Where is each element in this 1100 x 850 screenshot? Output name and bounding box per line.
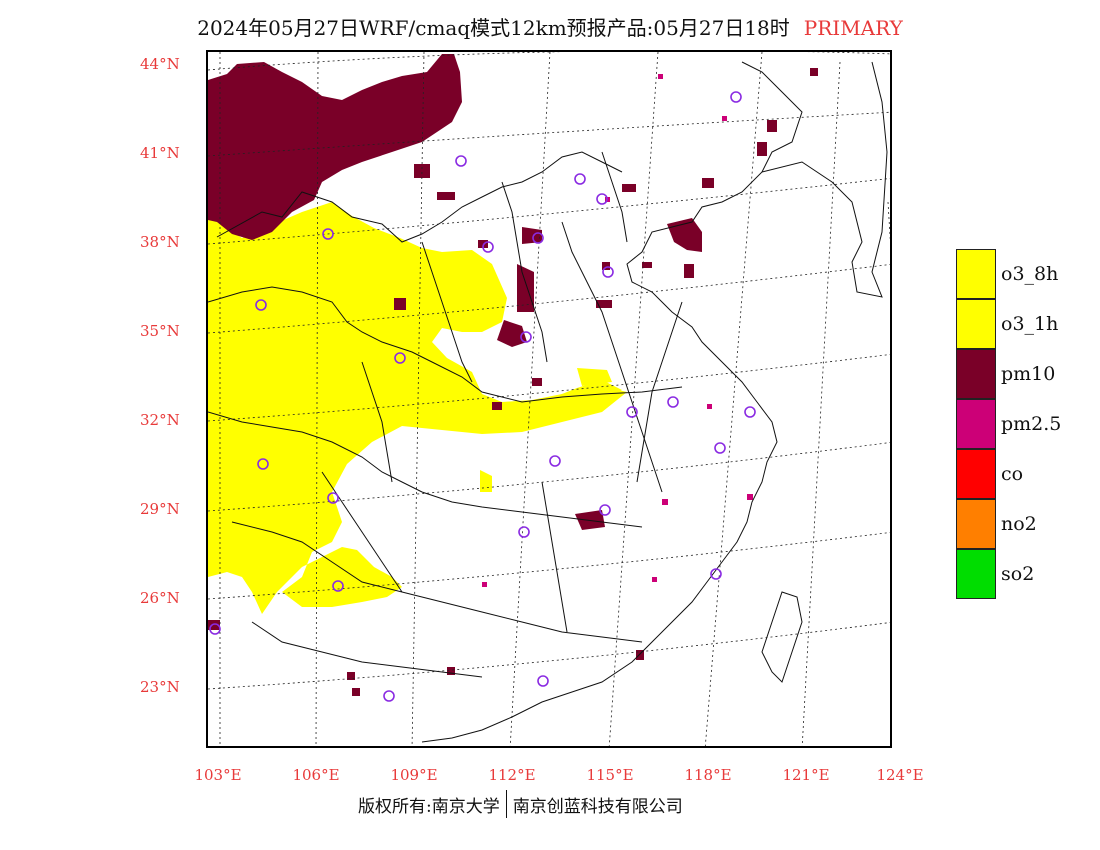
lon-label-109: 109°E — [390, 766, 438, 784]
map-title: 2024年05月27日WRF/cmaq模式12km预报产品:05月27日18时 P… — [0, 12, 1100, 41]
legend-swatch — [956, 349, 996, 399]
copyright-footer: 版权所有:南京大学 南京创蓝科技有限公司 — [358, 790, 683, 818]
legend-label: so2 — [1001, 563, 1035, 585]
lon-label-121: 121°E — [782, 766, 830, 784]
legend-label: co — [1001, 463, 1024, 485]
lat-label-35: 35°N — [140, 322, 180, 340]
footer-separator — [505, 790, 507, 818]
copyright-company: 南京创蓝科技有限公司 — [512, 796, 683, 817]
legend-item-pm25: pm2.5 — [956, 399, 1061, 449]
legend-swatch — [956, 399, 996, 449]
pm10-area — [208, 54, 818, 696]
title-text: 2024年05月27日WRF/cmaq模式12km预报产品:05月27日18时 — [197, 16, 790, 40]
legend-swatch — [956, 299, 996, 349]
legend-label: no2 — [1001, 513, 1037, 535]
lat-label-44: 44°N — [140, 55, 180, 73]
lat-label-23: 23°N — [140, 678, 180, 696]
lon-label-112: 112°E — [488, 766, 536, 784]
legend-item-no2: no2 — [956, 499, 1061, 549]
lat-label-32: 32°N — [140, 411, 180, 429]
lat-label-41: 41°N — [140, 144, 180, 162]
lon-label-106: 106°E — [292, 766, 340, 784]
legend-swatch — [956, 549, 996, 599]
lon-label-124: 124°E — [876, 766, 924, 784]
legend-item-o3-8h: o3_8h — [956, 249, 1061, 299]
map-canvas — [208, 52, 890, 746]
legend-item-co: co — [956, 449, 1061, 499]
legend-label: o3_1h — [1001, 313, 1059, 335]
stations — [209, 91, 756, 702]
copyright-owner: 版权所有:南京大学 — [358, 796, 500, 817]
legend-swatch — [956, 499, 996, 549]
lon-label-103: 103°E — [194, 766, 242, 784]
legend: o3_8h o3_1h pm10 pm2.5 co no2 so2 — [956, 249, 1061, 599]
boundaries — [208, 61, 888, 743]
legend-swatch — [956, 249, 996, 299]
lon-label-115: 115°E — [586, 766, 634, 784]
forecast-map[interactable] — [206, 50, 892, 748]
lat-label-29: 29°N — [140, 500, 180, 518]
legend-item-pm10: pm10 — [956, 349, 1061, 399]
lon-label-118: 118°E — [684, 766, 732, 784]
legend-swatch — [956, 449, 996, 499]
graticule — [208, 52, 890, 746]
legend-item-o3-1h: o3_1h — [956, 299, 1061, 349]
primary-tag: PRIMARY — [803, 16, 903, 40]
legend-item-so2: so2 — [956, 549, 1061, 599]
legend-label: pm2.5 — [1001, 413, 1062, 435]
legend-label: pm10 — [1001, 363, 1056, 385]
lat-label-26: 26°N — [140, 589, 180, 607]
lat-label-38: 38°N — [140, 233, 180, 251]
legend-label: o3_8h — [1001, 263, 1059, 285]
